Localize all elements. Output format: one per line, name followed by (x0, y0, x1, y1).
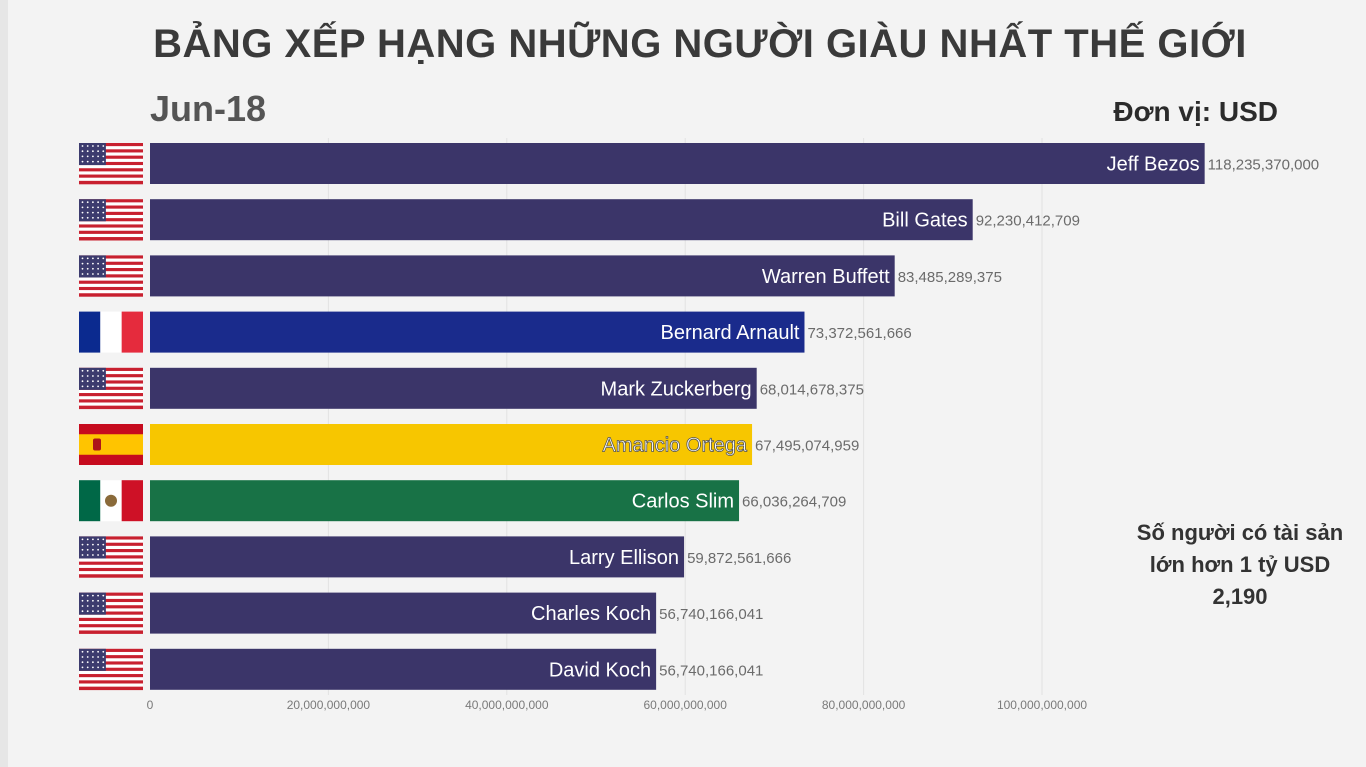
bar-value-label: 118,235,370,000 (1208, 157, 1320, 174)
flag-mx-icon (79, 480, 143, 522)
bar (150, 480, 740, 522)
flag-us-icon (79, 255, 143, 297)
bar-value-label: 83,485,289,375 (898, 269, 1002, 286)
flag-fr-icon (79, 311, 143, 353)
bar (150, 199, 973, 241)
bar (150, 536, 685, 578)
bar-name-label: Warren Buffett (762, 266, 890, 288)
unit-label: Đơn vị: USD (1113, 96, 1278, 127)
note-line-2: lớn hơn 1 tỷ USD (1149, 552, 1331, 577)
x-tick-label: 60,000,000,000 (643, 698, 727, 712)
bar-name-label: David Koch (549, 659, 651, 681)
bar-name-label: Larry Ellison (569, 547, 679, 569)
bar-value-label: 92,230,412,709 (976, 213, 1080, 230)
bar-value-label: 59,872,561,666 (687, 550, 791, 567)
bar (150, 648, 657, 690)
bar (150, 255, 895, 297)
bar (150, 592, 657, 634)
x-tick-label: 100,000,000,000 (997, 698, 1087, 712)
flag-us-icon (79, 648, 143, 691)
chart-title: BẢNG XẾP HẠNG NHỮNG NGƯỜI GIÀU NHẤT THẾ … (153, 22, 1247, 66)
flag-us-icon (79, 536, 143, 578)
bar-value-label: 56,740,166,041 (659, 606, 763, 623)
bar-name-label: Jeff Bezos (1107, 154, 1200, 176)
bar-name-label: Charles Koch (531, 603, 651, 625)
flag-us-icon (79, 143, 143, 185)
bar (150, 424, 753, 465)
bar-name-label: Mark Zuckerberg (601, 378, 752, 400)
bar-name-label: Bill Gates (882, 210, 968, 232)
x-tick-label: 0 (147, 698, 154, 712)
bar-name-label: Bernard Arnault (660, 322, 799, 344)
bar-value-label: 68,014,678,375 (760, 381, 864, 398)
x-tick-label: 80,000,000,000 (822, 698, 906, 712)
flag-us-icon (79, 592, 143, 634)
bar (150, 367, 757, 409)
note-line-1: Số người có tài sản (1136, 520, 1344, 545)
bar (150, 143, 1205, 184)
flag-layer (79, 143, 143, 691)
x-tick-label: 40,000,000,000 (465, 698, 549, 712)
bar-value-label: 73,372,561,666 (807, 325, 911, 342)
x-axis-ticks: 0 20,000,000,000 40,000,000,000 60,000,000,… (147, 698, 1088, 712)
bar-layer: Jeff Bezos 118,235,370,000 Bill Gates 92,23… (150, 143, 1319, 690)
flag-us-icon (79, 367, 143, 410)
bar-value-label: 56,740,166,041 (659, 662, 763, 679)
flag-es-icon (79, 424, 143, 465)
bar-name-label: Carlos Slim (632, 491, 734, 513)
bar-name-label: Amancio Ortega (603, 435, 748, 457)
date-label: Jun-18 (150, 88, 267, 129)
billionaire-count-note: Số người có tài sản lớn hơn 1 tỷ USD 2,1… (1110, 517, 1366, 613)
frame-edge (0, 0, 8, 767)
note-value: 2,190 (1212, 584, 1268, 609)
flag-us-icon (79, 199, 143, 241)
bar (150, 311, 805, 353)
x-tick-label: 20,000,000,000 (287, 698, 371, 712)
bar-value-label: 66,036,264,709 (742, 494, 846, 511)
bar-value-label: 67,495,074,959 (755, 438, 859, 455)
